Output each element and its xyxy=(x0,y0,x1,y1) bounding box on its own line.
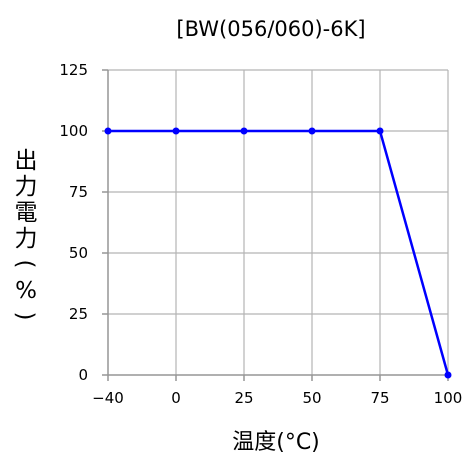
x-tick-label: 50 xyxy=(302,389,321,407)
x-tick-label: 25 xyxy=(234,389,253,407)
x-tick-label: −40 xyxy=(92,389,124,407)
y-tick-labels: 125 100 75 50 25 0 xyxy=(59,61,88,384)
y-tick-label: 100 xyxy=(59,122,88,140)
y-tick-label: 75 xyxy=(69,183,88,201)
y-tick-label: 25 xyxy=(69,305,88,323)
y-axis-title-char: % xyxy=(15,278,37,304)
series-line xyxy=(108,129,450,376)
x-tick-labels: −40 0 25 50 75 100 xyxy=(92,389,462,407)
x-axis-title: 温度(°C) xyxy=(232,430,320,455)
data-point xyxy=(444,371,452,379)
y-axis-title-char: 電 xyxy=(15,200,38,226)
series xyxy=(104,127,452,379)
axes xyxy=(102,69,449,381)
x-tick-label: 75 xyxy=(370,389,389,407)
data-point xyxy=(172,127,180,135)
chart-title: [BW(056/060)-6K] xyxy=(176,17,365,41)
y-axis-title-char: 出 xyxy=(15,148,38,174)
data-point xyxy=(308,127,316,135)
data-point xyxy=(104,127,112,135)
y-axis-title-char: 力 xyxy=(15,174,38,200)
y-tick-label: 0 xyxy=(78,366,88,384)
x-tick-label: 0 xyxy=(171,389,181,407)
y-tick-label: 50 xyxy=(69,244,88,262)
x-tick-label: 100 xyxy=(434,389,463,407)
y-axis-title-char: 力 xyxy=(15,226,38,252)
y-axis-title-char: ( xyxy=(12,260,38,269)
y-axis-title-char: ) xyxy=(12,312,38,321)
y-tick-label: 125 xyxy=(59,61,88,79)
data-point xyxy=(240,127,248,135)
data-point xyxy=(376,127,384,135)
